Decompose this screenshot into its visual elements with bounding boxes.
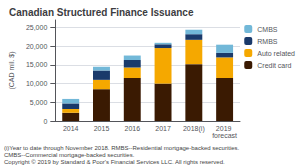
svg-text:25,000: 25,000 xyxy=(26,24,48,31)
svg-text:5,000: 5,000 xyxy=(30,99,48,106)
svg-text:Canadian Structured Finance Is: Canadian Structured Finance Issuance xyxy=(9,7,194,18)
svg-text:CMBS: CMBS xyxy=(257,26,278,33)
svg-text:20,000: 20,000 xyxy=(26,43,48,50)
svg-text:(CAD mil. $): (CAD mil. $) xyxy=(8,51,16,89)
svg-text:2018(i): 2018(i) xyxy=(183,125,205,133)
svg-text:2016: 2016 xyxy=(124,125,140,132)
svg-text:10,000: 10,000 xyxy=(26,80,48,87)
svg-text:CMBS--Commercial mortgage-back: CMBS--Commercial mortgage-backed securit… xyxy=(4,152,135,158)
svg-text:Copyright © 2019 by Standard &: Copyright © 2019 by Standard & Poor's Fi… xyxy=(4,159,225,165)
svg-text:forecast: forecast xyxy=(212,132,237,139)
svg-text:0: 0 xyxy=(43,118,47,125)
svg-text:(i)Year to date through Novemb: (i)Year to date through November 2018. R… xyxy=(4,145,240,151)
svg-text:15,000: 15,000 xyxy=(26,61,48,68)
svg-text:2017: 2017 xyxy=(155,125,171,132)
svg-text:RMBS: RMBS xyxy=(257,38,278,45)
svg-text:2019: 2019 xyxy=(216,125,234,132)
svg-text:Auto related: Auto related xyxy=(257,50,295,57)
svg-text:Credit card: Credit card xyxy=(257,62,291,69)
svg-text:2015: 2015 xyxy=(94,125,110,132)
svg-text:2014: 2014 xyxy=(63,125,79,132)
